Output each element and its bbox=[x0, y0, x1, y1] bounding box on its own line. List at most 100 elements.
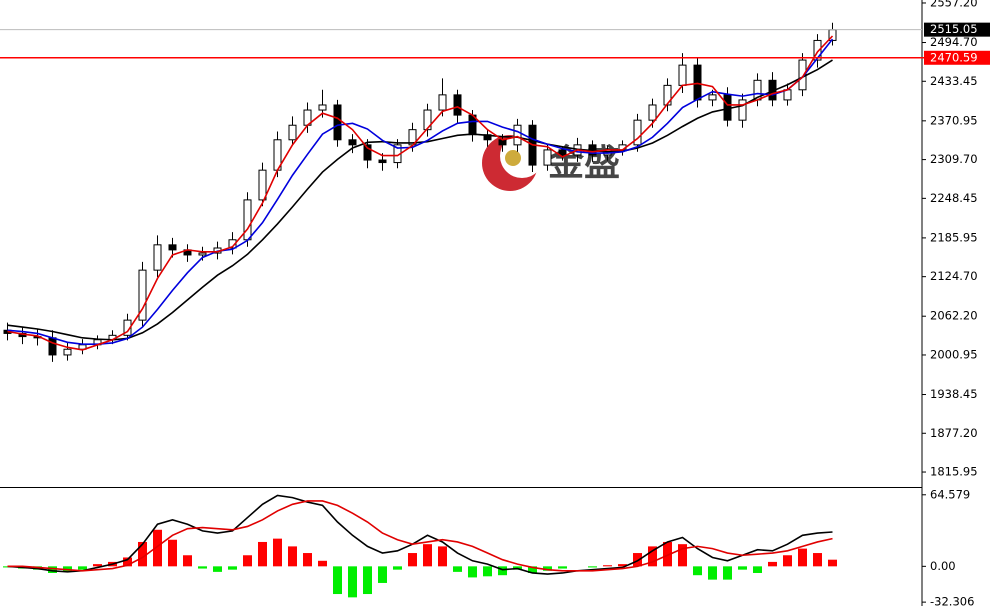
candle-body bbox=[258, 169, 267, 201]
y-tick-label: 2185.95 bbox=[930, 230, 978, 244]
candle-body bbox=[453, 94, 462, 116]
histogram-bar bbox=[468, 566, 477, 578]
histogram-bar bbox=[423, 544, 432, 567]
candle-body bbox=[663, 84, 672, 106]
candle-body bbox=[813, 39, 822, 61]
histogram-bar bbox=[678, 544, 687, 567]
histogram-bar bbox=[438, 546, 447, 567]
candle-body bbox=[648, 104, 657, 121]
histogram-bar bbox=[273, 538, 282, 567]
histogram-bar bbox=[498, 566, 507, 576]
candle-body bbox=[288, 124, 297, 141]
candle-body bbox=[513, 124, 522, 146]
y-tick-label: 2494.70 bbox=[930, 35, 978, 49]
histogram-bar bbox=[228, 566, 237, 570]
candle-body bbox=[333, 104, 342, 141]
histogram-bar bbox=[288, 546, 297, 567]
histogram-bar bbox=[738, 566, 747, 570]
histogram-bar bbox=[93, 564, 102, 567]
candle-body bbox=[678, 64, 687, 86]
candle-body bbox=[363, 144, 372, 161]
candle-body bbox=[138, 269, 147, 321]
y-tick-label: 2062.20 bbox=[930, 309, 978, 323]
y-tick-label: 64.579 bbox=[930, 487, 970, 501]
histogram-bar bbox=[138, 541, 147, 567]
candle-body bbox=[348, 139, 357, 146]
candle-body bbox=[438, 94, 447, 111]
histogram-bar bbox=[363, 566, 372, 595]
watermark-logo-dot bbox=[505, 150, 521, 166]
y-tick-label: 2370.95 bbox=[930, 113, 978, 127]
moving-line bbox=[7, 500, 833, 572]
histogram-bar bbox=[528, 566, 537, 573]
histogram-bar bbox=[48, 566, 57, 573]
histogram-bar bbox=[483, 566, 492, 577]
last-price-label: 2515.05 bbox=[930, 22, 978, 36]
y-tick-label: 2433.45 bbox=[930, 74, 978, 88]
level-box bbox=[924, 50, 990, 65]
histogram-bar bbox=[153, 529, 162, 567]
level-label: 2470.59 bbox=[930, 50, 978, 64]
candle-body bbox=[153, 244, 162, 271]
candle-body bbox=[198, 252, 207, 256]
candle-body bbox=[423, 109, 432, 131]
histogram-bar bbox=[708, 566, 717, 580]
histogram-bar bbox=[588, 566, 597, 568]
histogram-bar bbox=[213, 566, 222, 572]
candle-body bbox=[558, 149, 567, 156]
histogram-bar bbox=[783, 555, 792, 567]
histogram-bar bbox=[123, 557, 132, 567]
histogram-bar bbox=[753, 566, 762, 573]
histogram-bar bbox=[618, 564, 627, 567]
candle-body bbox=[123, 319, 132, 336]
moving-line bbox=[7, 38, 834, 345]
histogram-bar bbox=[768, 561, 777, 567]
histogram-bar bbox=[558, 566, 567, 569]
candle-body bbox=[168, 244, 177, 251]
candle-body bbox=[243, 199, 252, 241]
y-tick-label: 2557.20 bbox=[930, 0, 978, 9]
histogram-bar bbox=[798, 548, 807, 567]
histogram-bar bbox=[303, 553, 312, 567]
candle-body bbox=[378, 159, 387, 164]
candle-body bbox=[633, 119, 642, 146]
candle-body bbox=[708, 94, 717, 101]
histogram-bar bbox=[648, 546, 657, 567]
y-tick-label: -32.306 bbox=[930, 595, 974, 606]
histogram-bar bbox=[408, 553, 417, 567]
histogram-bar bbox=[693, 566, 702, 576]
candle-body bbox=[738, 99, 747, 121]
y-tick-label: 2124.70 bbox=[930, 269, 978, 283]
histogram-bar bbox=[813, 553, 822, 567]
histogram-bar bbox=[603, 565, 612, 567]
moving-line bbox=[7, 35, 834, 351]
histogram-bar bbox=[723, 566, 732, 580]
histogram-bar bbox=[378, 566, 387, 583]
histogram-bar bbox=[453, 566, 462, 572]
candle-body bbox=[318, 104, 327, 111]
y-tick-label: 2000.95 bbox=[930, 347, 978, 361]
histogram-bar bbox=[633, 553, 642, 567]
histogram-bar bbox=[828, 559, 837, 567]
histogram-bar bbox=[198, 566, 207, 569]
histogram-bar bbox=[318, 560, 327, 567]
y-tick-label: 1877.20 bbox=[930, 426, 978, 440]
candle-body bbox=[63, 348, 72, 356]
y-tick-label: 2248.45 bbox=[930, 191, 978, 205]
last-price-box bbox=[924, 22, 990, 37]
candle-body bbox=[228, 239, 237, 249]
moving-line bbox=[7, 59, 833, 341]
y-tick-label: 0.00 bbox=[930, 559, 956, 573]
y-tick-label: 2309.70 bbox=[930, 152, 978, 166]
candle-body bbox=[693, 64, 702, 101]
histogram-bar bbox=[78, 566, 87, 570]
histogram-bar bbox=[393, 566, 402, 570]
histogram-bar bbox=[243, 555, 252, 567]
y-tick-label: 1815.95 bbox=[930, 465, 978, 479]
histogram-bar bbox=[333, 566, 342, 595]
histogram-bar bbox=[183, 555, 192, 567]
histogram-bar bbox=[348, 566, 357, 598]
histogram-bar bbox=[168, 539, 177, 567]
candle-body bbox=[48, 337, 57, 356]
